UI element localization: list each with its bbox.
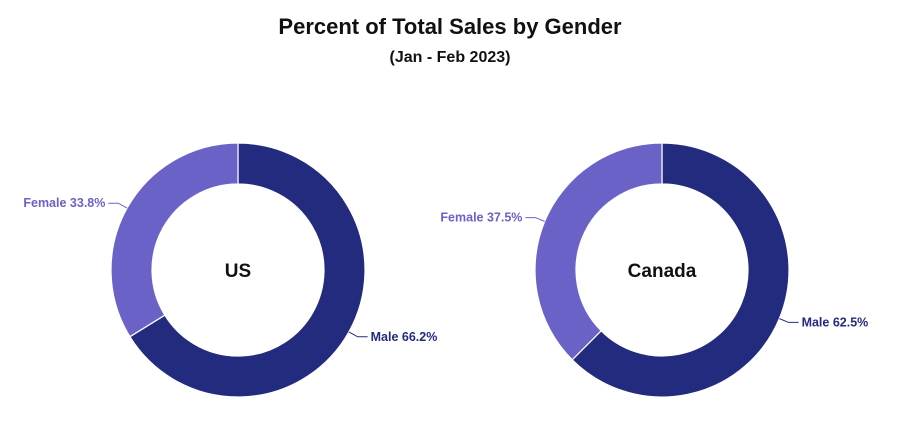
center-label-canada: Canada bbox=[628, 261, 697, 282]
donut-chart-canada: Male 62.5% Female 37.5% Canada bbox=[440, 142, 869, 398]
slice-canada-female bbox=[534, 142, 663, 361]
slice-us-female bbox=[110, 142, 239, 338]
leader-line-canada-male bbox=[779, 318, 799, 323]
donut-chart-us: Male 66.2% Female 33.8% US bbox=[23, 142, 438, 398]
slice-label-us-female: Female 33.8% bbox=[23, 196, 105, 210]
chart-title: Percent of Total Sales by Gender bbox=[278, 14, 622, 39]
slice-canada-male bbox=[571, 142, 790, 398]
slice-label-canada-male: Male 62.5% bbox=[802, 315, 869, 329]
chart-subtitle: (Jan - Feb 2023) bbox=[389, 49, 511, 66]
center-label-us: US bbox=[225, 261, 251, 282]
slice-label-canada-female: Female 37.5% bbox=[440, 211, 522, 225]
slice-label-us-male: Male 66.2% bbox=[371, 330, 438, 344]
slice-us-male bbox=[129, 142, 366, 398]
leader-line-canada-female bbox=[525, 217, 545, 222]
leader-line-us-female bbox=[108, 202, 128, 209]
leader-line-us-male bbox=[348, 331, 368, 338]
